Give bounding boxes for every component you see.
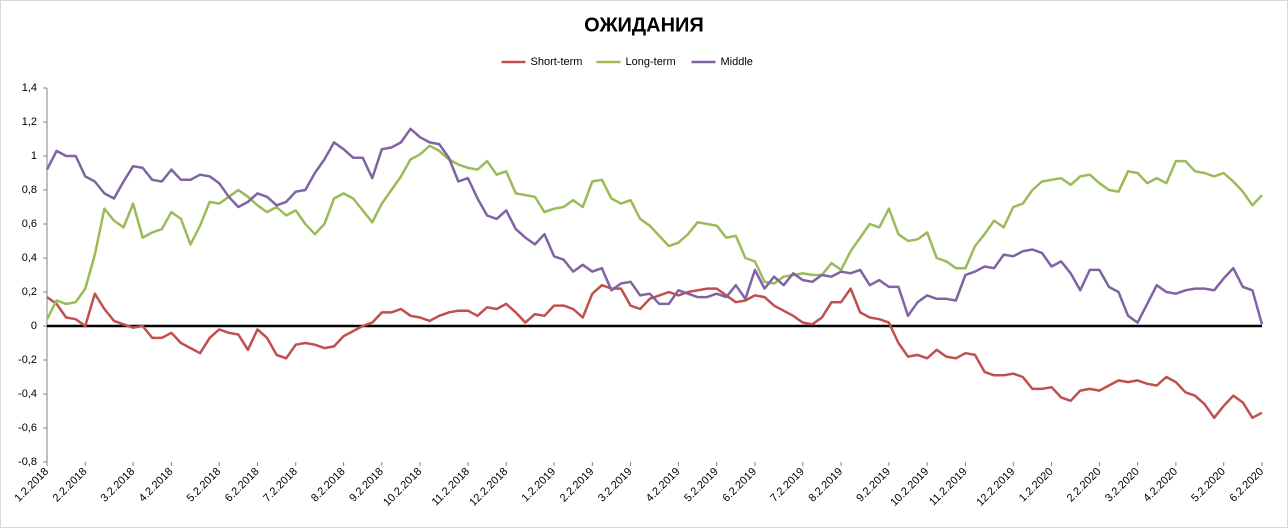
y-tick-label: 0,8 (22, 184, 37, 196)
y-tick-label: -0,2 (18, 354, 37, 366)
y-tick-label: -0,4 (18, 388, 37, 400)
legend-label: Middle (721, 56, 753, 68)
y-tick-label: 0 (31, 320, 37, 332)
series-line (45, 127, 1264, 325)
y-tick-label: 1,4 (22, 82, 37, 94)
y-tick-label: 1 (31, 150, 37, 162)
y-tick-label: 0,6 (22, 218, 37, 230)
y-tick-label: -0,6 (18, 422, 37, 434)
legend-label: Short-term (531, 56, 583, 68)
series-line (45, 144, 1263, 320)
chart-title: ОЖИДАНИЯ (584, 14, 704, 36)
y-tick-label: 0,2 (22, 286, 37, 298)
legend-label: Long-term (626, 56, 676, 68)
y-tick-label: -0,8 (18, 456, 37, 468)
y-tick-label: 1,2 (22, 116, 37, 128)
y-tick-label: 0,4 (22, 252, 37, 264)
